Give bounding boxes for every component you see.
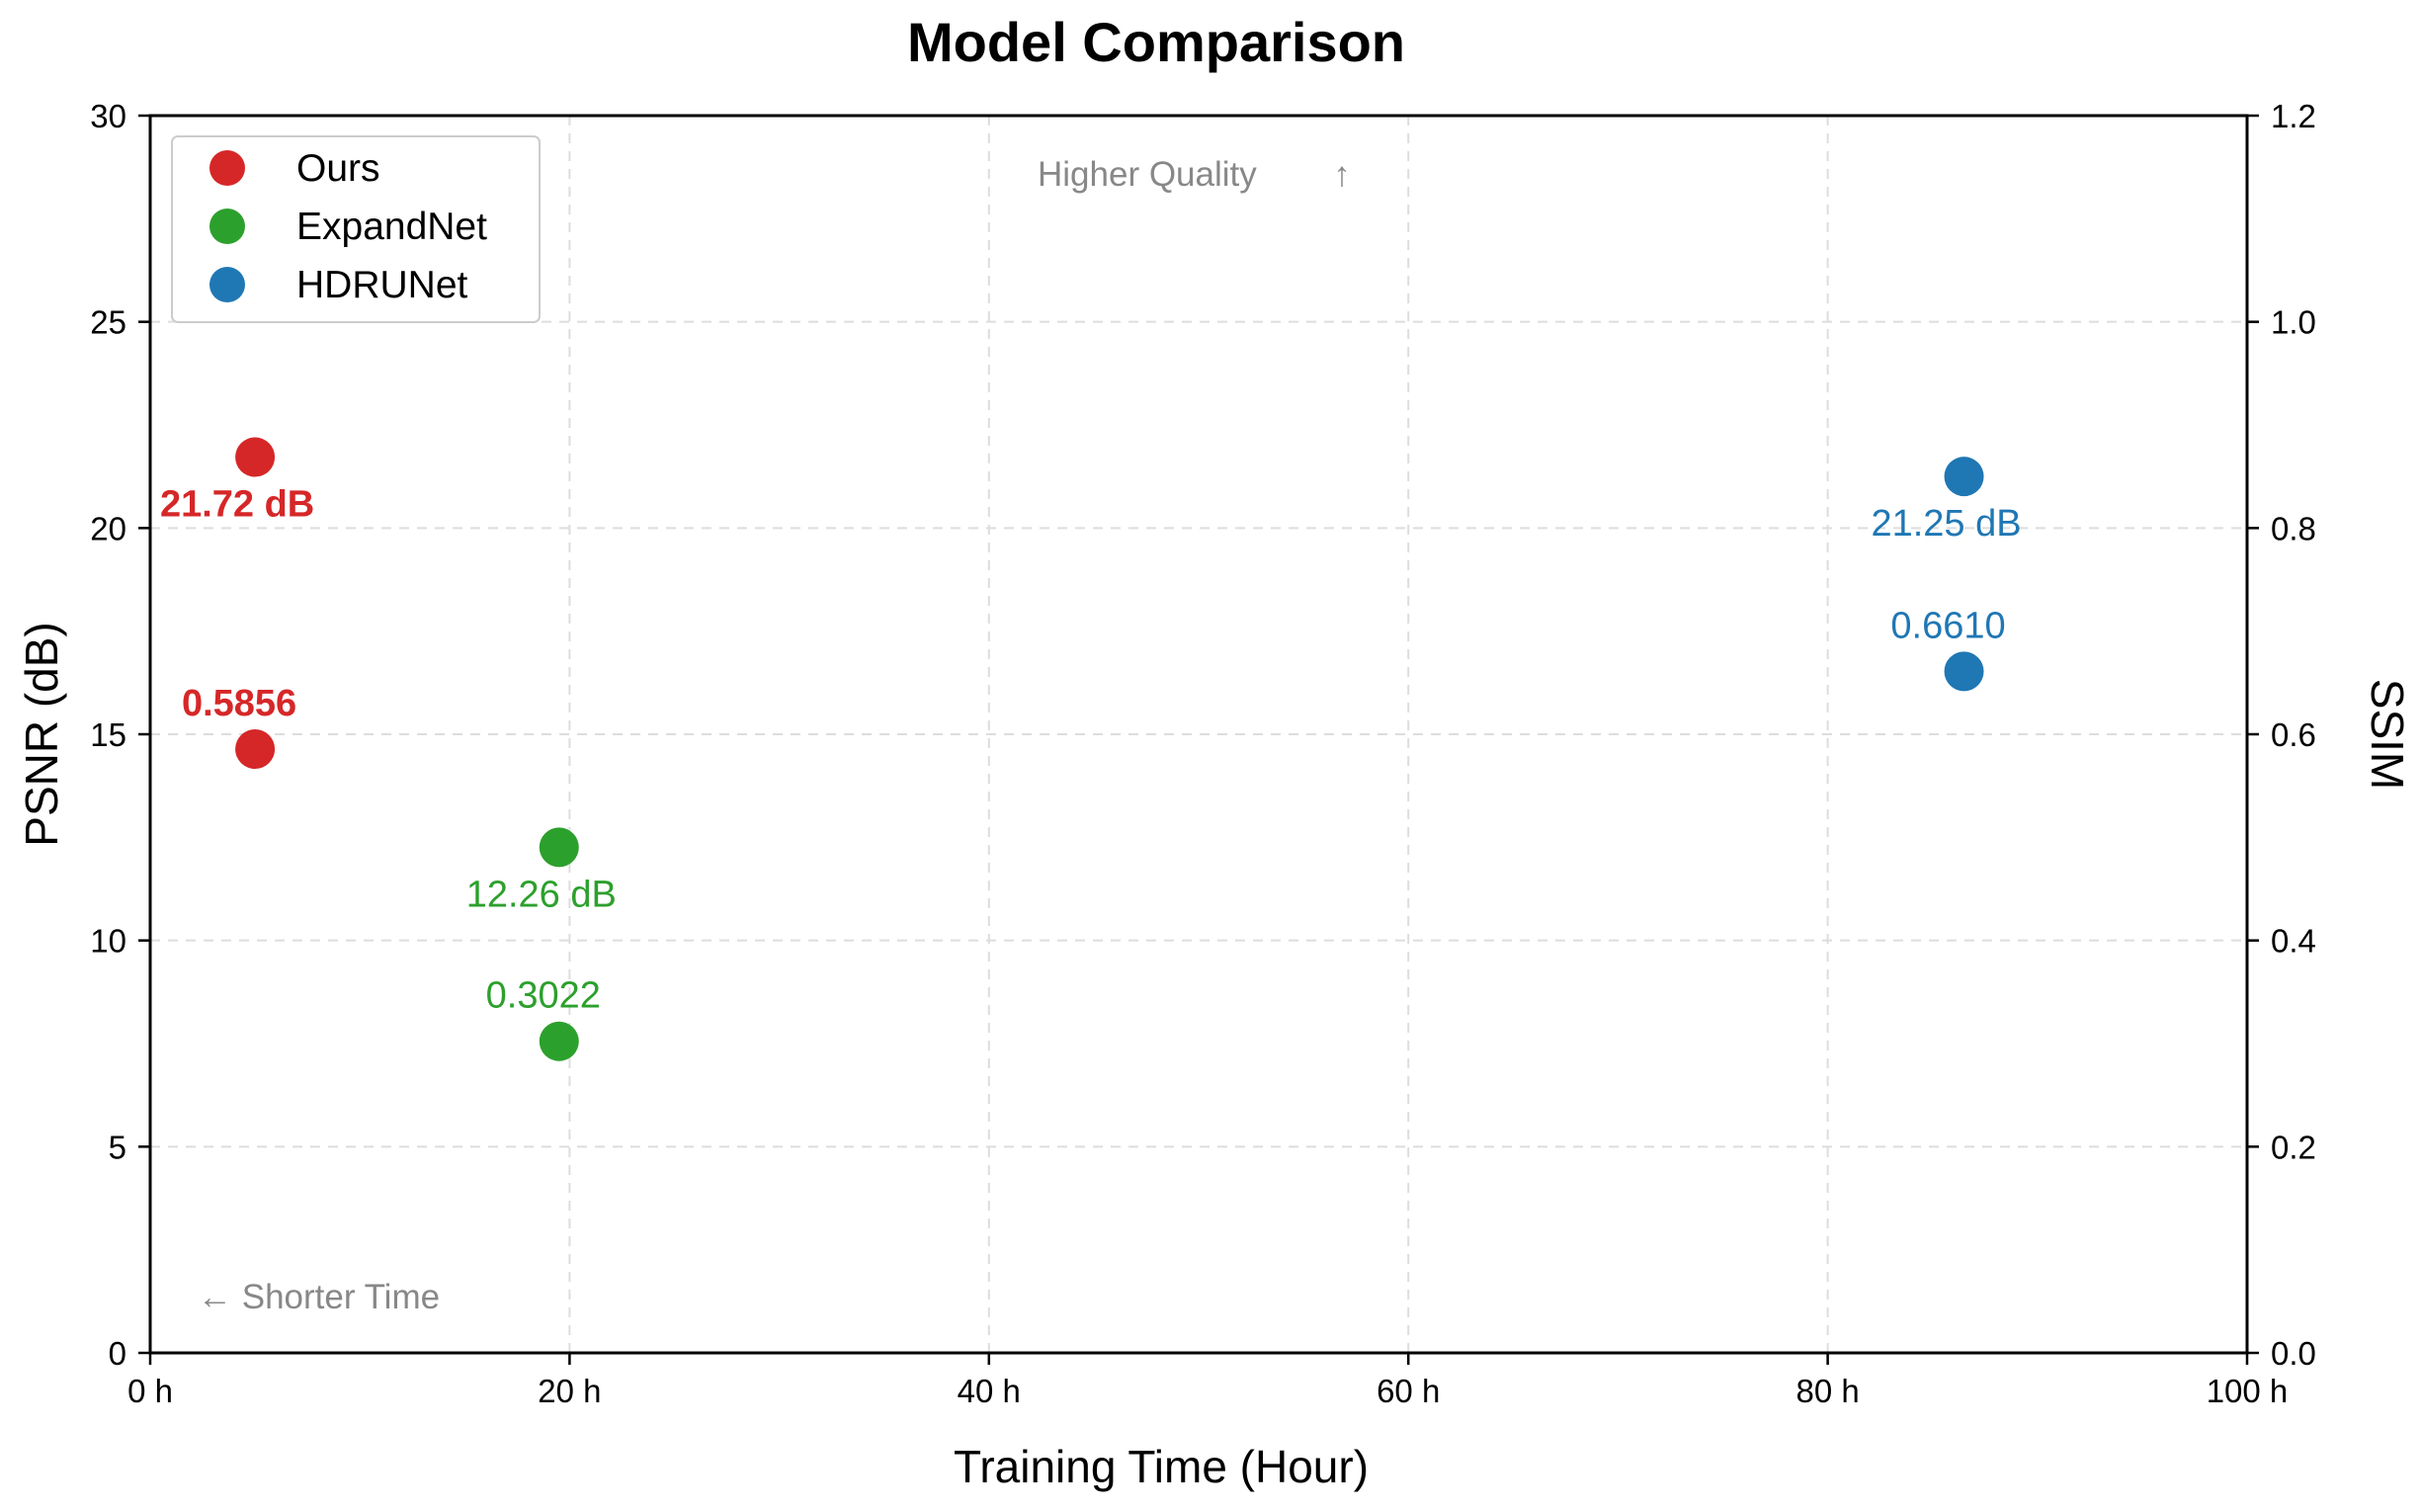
y-left-tick-label: 0 (109, 1335, 126, 1372)
hdrunet-ssim-point (1944, 651, 1984, 692)
y-right-tick-label: 0.8 (2271, 510, 2316, 546)
legend-label-ours: Ours (296, 147, 380, 190)
chart-title: Model Comparison (907, 11, 1405, 73)
hdrunet-psnr-point (1944, 457, 1984, 497)
expandnet-psnr-label: 12.26 dB (466, 874, 617, 915)
data-points: 21.72 dB 0.5856 12.26 dB 0.3022 21.25 dB 0.66… (160, 437, 2022, 1061)
expandnet-psnr-point (539, 827, 579, 868)
hdrunet-psnr-label: 21.25 dB (1871, 503, 2021, 545)
y-left-tick-label: 30 (90, 98, 126, 134)
axis-ticks: 0 h 20 h 40 h 60 h 80 h 100 h 0 5 10 15 20 25 30 0.0 0… (90, 98, 2316, 1409)
y-left-axis-title: PSNR (dB) (16, 622, 67, 846)
x-axis-title: Training Time (Hour) (954, 1441, 1369, 1492)
up-arrow-icon: ↑ (1333, 155, 1351, 194)
y-right-tick-label: 1.0 (2271, 304, 2316, 341)
y-right-tick-label: 0.0 (2271, 1335, 2316, 1372)
higher-quality-annotation: Higher Quality (1038, 155, 1257, 194)
legend-label-hdrunet: HDRUNet (296, 264, 468, 306)
legend-marker-ours (209, 150, 245, 186)
x-tick-label: 40 h (958, 1373, 1021, 1409)
expandnet-ssim-point (539, 1021, 579, 1061)
ours-ssim-label: 0.5856 (182, 683, 296, 724)
expandnet-ssim-label: 0.3022 (486, 975, 601, 1017)
grid-lines (150, 116, 2247, 1353)
legend-box (171, 135, 541, 323)
y-left-tick-label: 25 (90, 304, 126, 341)
ours-ssim-point (235, 729, 276, 770)
legend: Ours ExpandNet HDRUNet (171, 135, 541, 323)
y-left-tick-label: 20 (90, 510, 126, 546)
y-left-tick-label: 15 (90, 716, 126, 753)
x-tick-label: 60 h (1377, 1373, 1440, 1409)
ours-psnr-label: 21.72 dB (160, 484, 314, 526)
y-right-tick-label: 1.2 (2271, 98, 2316, 134)
legend-marker-expandnet (209, 209, 245, 244)
hdrunet-ssim-label: 0.6610 (1890, 605, 2005, 646)
x-tick-label: 20 h (538, 1373, 601, 1409)
x-tick-label: 100 h (2207, 1373, 2289, 1409)
legend-marker-hdrunet (209, 267, 245, 302)
y-left-tick-label: 5 (109, 1129, 126, 1165)
y-right-tick-label: 0.6 (2271, 716, 2316, 753)
y-left-tick-label: 10 (90, 923, 126, 960)
shorter-time-annotation: ← Shorter Time (198, 1278, 440, 1316)
x-tick-label: 80 h (1795, 1373, 1859, 1409)
y-right-tick-label: 0.4 (2271, 923, 2316, 960)
y-right-axis-title: SSIM (2362, 679, 2413, 790)
ours-psnr-point (235, 437, 276, 477)
y-right-tick-label: 0.2 (2271, 1129, 2316, 1165)
legend-label-expandnet: ExpandNet (296, 206, 487, 248)
x-tick-label: 0 h (127, 1373, 173, 1409)
